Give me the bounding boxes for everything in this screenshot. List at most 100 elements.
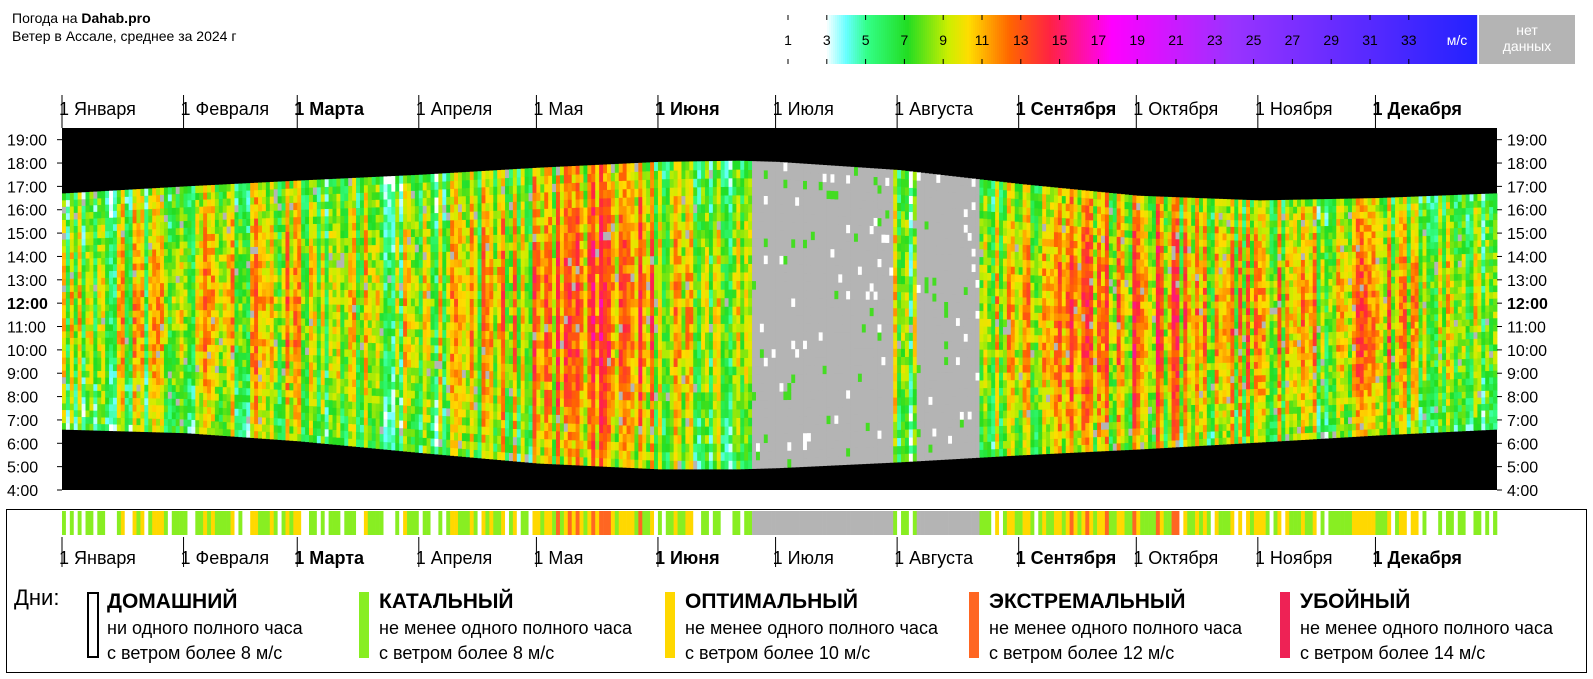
heatmap-cell <box>454 393 458 401</box>
heatmap-cell <box>219 331 223 338</box>
heatmap-cell <box>540 315 544 324</box>
heatmap-cell <box>125 391 129 398</box>
heatmap-cell <box>301 405 305 413</box>
heatmap-cell <box>227 359 231 366</box>
heatmap-cell <box>133 351 137 358</box>
heatmap-cell <box>246 183 250 190</box>
heatmap-cell <box>136 196 140 203</box>
heatmap-cell <box>278 361 282 369</box>
heatmap-cell <box>172 201 176 208</box>
heatmap-cell <box>195 379 199 386</box>
scale-gradient-slice <box>1005 15 1007 64</box>
heatmap-cell <box>195 427 199 434</box>
scale-gradient-slice <box>1433 15 1435 64</box>
heatmap-cell <box>313 289 317 297</box>
heatmap-cell <box>454 409 458 417</box>
heatmap-cell <box>140 330 144 337</box>
heatmap-cell <box>274 404 278 412</box>
heatmap-cell <box>521 234 525 243</box>
heatmap-cell <box>152 297 156 304</box>
heatmap-cell <box>411 290 415 298</box>
scale-gradient-slice <box>1195 15 1197 64</box>
heatmap-cell <box>442 447 446 455</box>
heatmap-cell <box>203 344 207 351</box>
heatmap-cell <box>474 171 478 179</box>
heatmap-cell <box>450 243 454 251</box>
heatmap-cell <box>121 257 125 264</box>
heatmap-cell <box>215 386 219 393</box>
heatmap-cell <box>199 199 203 206</box>
heatmap-cell <box>207 372 211 379</box>
heatmap-cell <box>293 217 297 225</box>
scale-gradient-slice <box>1199 15 1201 64</box>
heatmap-cell <box>497 419 501 427</box>
brand-link[interactable]: Dahab.pro <box>81 10 150 26</box>
heatmap-cell <box>540 274 544 283</box>
heatmap-cell <box>93 417 97 424</box>
heatmap-cell <box>231 247 235 254</box>
heatmap-cell <box>156 208 160 215</box>
heatmap-cell <box>121 398 125 405</box>
heatmap-cell <box>458 298 462 306</box>
heatmap-cell <box>125 277 129 284</box>
heatmap-cell <box>297 332 301 340</box>
heatmap-cell <box>454 369 458 377</box>
heatmap-cell <box>258 303 262 311</box>
scale-gradient-slice <box>1271 15 1273 64</box>
heatmap-cell <box>415 237 419 245</box>
scale-gradient-slice <box>1007 15 1009 64</box>
heatmap-cell <box>278 404 282 412</box>
heatmap-cell <box>321 260 325 268</box>
heatmap-cell <box>556 406 560 415</box>
heatmap-cell <box>325 282 329 290</box>
heatmap-cell <box>356 439 360 447</box>
heatmap-cell <box>501 396 505 404</box>
heatmap-cell <box>372 365 376 373</box>
heatmap-cell <box>442 408 446 416</box>
heatmap-cell <box>207 289 211 296</box>
heatmap-cell <box>207 220 211 227</box>
heatmap-cell <box>513 356 517 365</box>
heatmap-cell <box>207 227 211 234</box>
heatmap-cell <box>144 384 148 391</box>
scale-tick-label: 15 <box>1052 32 1068 48</box>
heatmap-cell <box>521 177 525 186</box>
scale-tick-label: 27 <box>1285 32 1301 48</box>
heatmap-cell <box>246 197 250 204</box>
heatmap-cell <box>195 317 199 324</box>
heatmap-cell <box>395 336 399 344</box>
heatmap-cell <box>187 282 191 289</box>
heatmap-cell <box>454 354 458 362</box>
heatmap-cell <box>164 412 168 419</box>
heatmap-cell <box>364 207 368 215</box>
heatmap-cell <box>113 257 117 264</box>
heatmap-cell <box>403 283 407 291</box>
heatmap-cell <box>548 167 552 176</box>
heatmap-cell <box>235 261 239 268</box>
heatmap-cell <box>305 340 309 348</box>
heatmap-cell <box>297 398 301 406</box>
heatmap-cell <box>262 431 266 439</box>
heatmap-cell <box>121 284 125 291</box>
heatmap-cell <box>74 397 78 404</box>
heatmap-cell <box>219 185 223 192</box>
heatmap-cell <box>368 297 372 305</box>
heatmap-cell <box>191 207 195 214</box>
scale-gradient-slice <box>1263 15 1265 64</box>
heatmap-cell <box>407 436 411 444</box>
heatmap-cell <box>560 266 564 275</box>
heatmap-cell <box>529 283 533 292</box>
heatmap-cell <box>391 305 395 313</box>
heatmap-cell <box>399 244 403 252</box>
heatmap-cell <box>109 224 113 231</box>
heatmap-cell <box>285 217 289 225</box>
heatmap-cell <box>434 213 438 221</box>
scale-gradient-slice <box>845 15 847 64</box>
heatmap-cell <box>231 275 235 282</box>
heatmap-cell <box>521 372 525 381</box>
heatmap-cell <box>548 398 552 407</box>
heatmap-cell <box>521 201 525 210</box>
heatmap-cell <box>344 253 348 261</box>
heatmap-cell <box>293 210 297 218</box>
heatmap-cell <box>66 226 70 233</box>
